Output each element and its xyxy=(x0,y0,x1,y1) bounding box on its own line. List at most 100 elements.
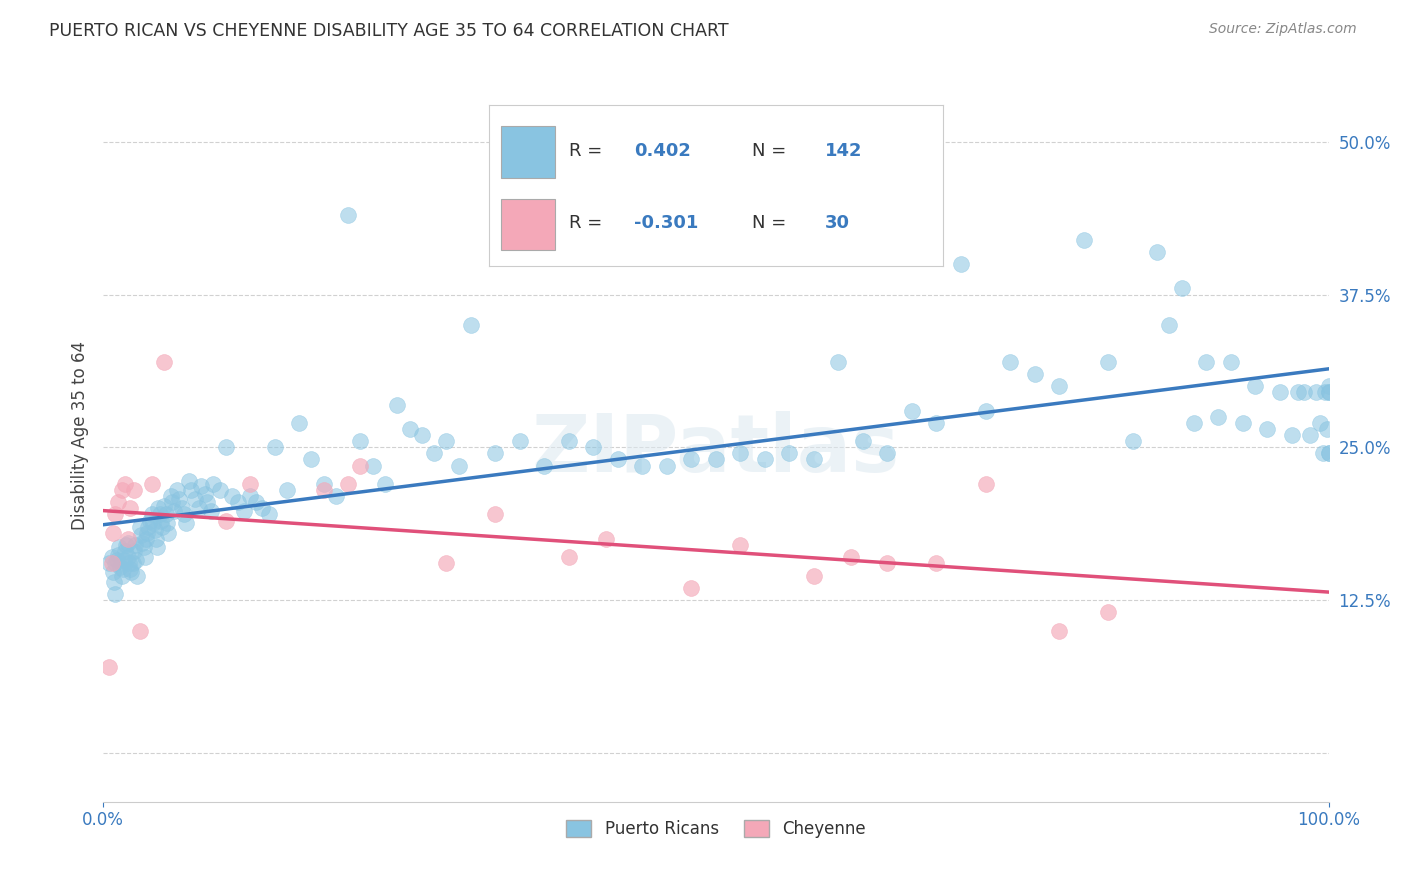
Point xyxy=(145,532,167,546)
Point xyxy=(215,440,238,454)
Point xyxy=(1256,422,1278,436)
Point xyxy=(104,587,127,601)
Point xyxy=(1317,379,1340,393)
Point xyxy=(184,491,207,506)
Point xyxy=(301,452,323,467)
Point xyxy=(681,452,703,467)
Point xyxy=(1170,281,1192,295)
Point xyxy=(974,403,997,417)
Point xyxy=(852,434,875,449)
Point xyxy=(257,508,280,522)
Point xyxy=(631,458,654,473)
Point xyxy=(100,550,122,565)
Point xyxy=(1024,367,1046,381)
Point xyxy=(122,483,145,497)
Point xyxy=(558,550,581,565)
Point xyxy=(803,568,825,582)
Point xyxy=(208,483,231,497)
Text: PUERTO RICAN VS CHEYENNE DISABILITY AGE 35 TO 64 CORRELATION CHART: PUERTO RICAN VS CHEYENNE DISABILITY AGE … xyxy=(49,22,728,40)
Point xyxy=(134,550,156,565)
Point xyxy=(148,501,170,516)
Point xyxy=(1159,318,1181,332)
Point xyxy=(925,557,948,571)
Point xyxy=(288,416,311,430)
Point xyxy=(1073,233,1095,247)
Point xyxy=(681,581,703,595)
Point xyxy=(153,499,176,513)
Point xyxy=(103,574,125,589)
Point xyxy=(160,495,183,509)
Point xyxy=(1219,355,1241,369)
Point xyxy=(200,504,222,518)
Point xyxy=(606,452,628,467)
Point xyxy=(1317,446,1340,460)
Point xyxy=(100,557,122,571)
Point xyxy=(1316,422,1339,436)
Point xyxy=(434,434,457,449)
Point xyxy=(803,452,825,467)
Point xyxy=(1097,605,1119,619)
Point xyxy=(170,501,193,516)
Point xyxy=(215,514,238,528)
Point xyxy=(239,489,262,503)
Point xyxy=(595,532,617,546)
Point xyxy=(239,477,262,491)
Point xyxy=(337,208,360,222)
Point xyxy=(337,477,360,491)
Point xyxy=(949,257,972,271)
Point xyxy=(1195,355,1218,369)
Point xyxy=(325,489,347,503)
Point xyxy=(148,508,170,522)
Point xyxy=(129,528,152,542)
Y-axis label: Disability Age 35 to 64: Disability Age 35 to 64 xyxy=(72,341,89,530)
Point xyxy=(730,538,752,552)
Point xyxy=(138,519,160,533)
Point xyxy=(1313,385,1336,400)
Point xyxy=(108,541,131,555)
Point xyxy=(120,501,142,516)
Point xyxy=(1244,379,1267,393)
Point xyxy=(107,495,129,509)
Point xyxy=(312,477,335,491)
Point xyxy=(1047,379,1070,393)
Point xyxy=(98,660,121,674)
Point xyxy=(114,477,136,491)
Point xyxy=(132,541,155,555)
Point xyxy=(167,491,190,506)
Point xyxy=(484,508,506,522)
Point xyxy=(146,541,169,555)
Point xyxy=(117,535,139,549)
Point xyxy=(157,525,180,540)
Point xyxy=(136,525,159,540)
Point xyxy=(1286,385,1309,400)
Point xyxy=(112,552,135,566)
Point xyxy=(104,508,127,522)
Point xyxy=(105,552,128,566)
Point xyxy=(156,516,179,530)
Point xyxy=(110,483,132,497)
Point xyxy=(120,565,142,579)
Point xyxy=(839,550,862,565)
Point xyxy=(180,483,202,497)
Text: Source: ZipAtlas.com: Source: ZipAtlas.com xyxy=(1209,22,1357,37)
Point xyxy=(1281,428,1303,442)
Point xyxy=(124,538,146,552)
Point xyxy=(159,489,181,503)
Point xyxy=(1294,385,1316,400)
Point xyxy=(121,557,143,571)
Point xyxy=(153,355,176,369)
Point xyxy=(155,508,177,522)
Point xyxy=(423,446,446,460)
Point xyxy=(252,501,274,516)
Point xyxy=(128,519,150,533)
Point xyxy=(1122,434,1144,449)
Point xyxy=(484,446,506,460)
Point xyxy=(754,452,776,467)
Point xyxy=(118,557,141,571)
Point xyxy=(509,434,531,449)
Point xyxy=(704,452,727,467)
Point xyxy=(115,538,138,552)
Point xyxy=(1268,385,1291,400)
Point xyxy=(582,440,605,454)
Point xyxy=(125,552,148,566)
